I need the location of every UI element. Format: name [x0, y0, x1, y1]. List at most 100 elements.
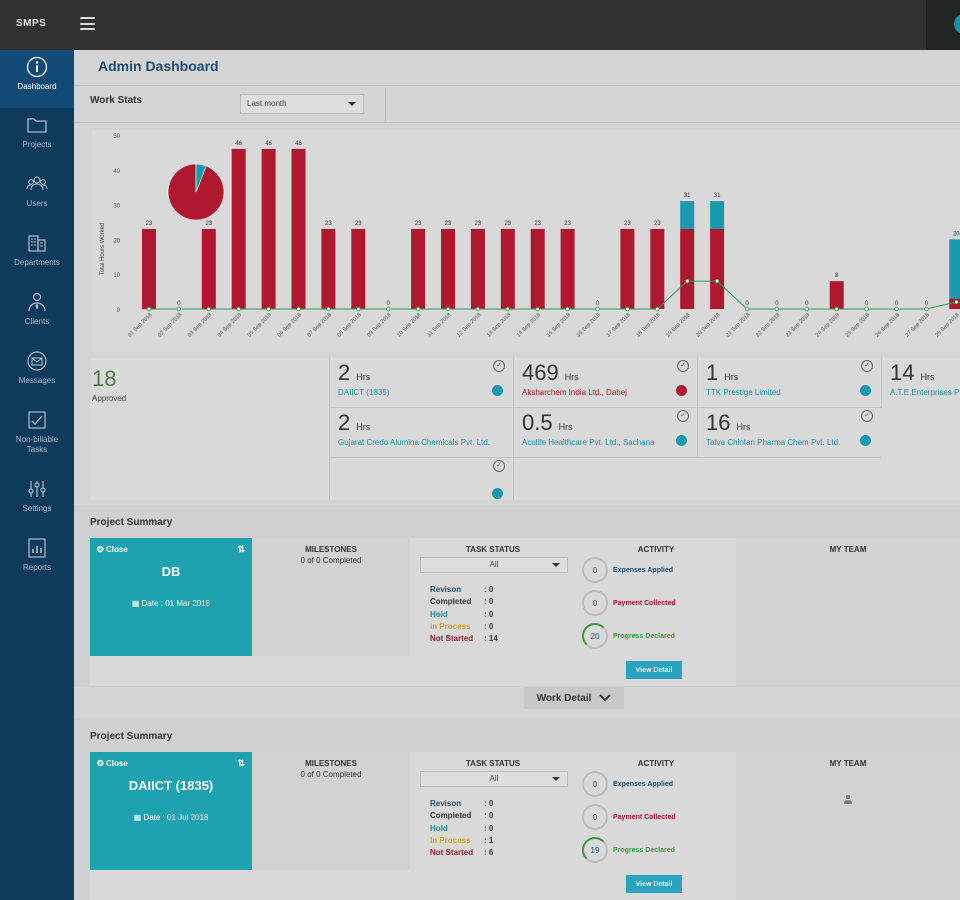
bar-hours-red: [620, 228, 635, 309]
x-tick-label: 28 Sep 2018: [934, 312, 960, 338]
y-axis-label: Total Hours Worked: [100, 223, 106, 276]
reports-icon: [28, 538, 46, 558]
avatar[interactable]: [954, 14, 960, 34]
sidebar-item-settings[interactable]: Settings: [0, 472, 74, 530]
hours-chart: 0 10 20 30 40 50 Total Hours Worked 23 01 Sep 20…: [100, 134, 960, 338]
stat-card[interactable]: 14 Hrs A.T.E.Enterprises P: [881, 358, 960, 408]
task-filter-select[interactable]: All: [420, 771, 568, 787]
period-select[interactable]: Last month: [240, 94, 364, 114]
stat-unit: Hrs: [564, 372, 579, 382]
check-icon[interactable]: ✓: [677, 360, 689, 372]
activity-item: 0 Payment Collected: [582, 804, 676, 830]
stat-unit: Hrs: [558, 422, 573, 432]
task-status-value: : 0: [484, 597, 494, 607]
task-status-value: : 0: [484, 823, 494, 833]
task-status-row: Not Started: 6: [430, 847, 493, 859]
stat-card[interactable]: 0.5 Hrs Aculife Healthcare Pvt. Ltd., Sac…: [513, 408, 697, 458]
status-dot: [492, 488, 503, 499]
work-detail-toggle[interactable]: Work Detail: [524, 687, 624, 709]
sidebar-item-dashboard[interactable]: Dashboard: [0, 50, 74, 108]
check-icon[interactable]: ✓: [493, 460, 505, 472]
pie-slice: [195, 163, 207, 193]
activity-label: Progress Declared: [613, 846, 675, 854]
work-detail-label: Work Detail: [536, 692, 592, 704]
task-status-label: Revison: [430, 799, 462, 808]
sidebar-item-users[interactable]: Users: [0, 167, 74, 225]
menu-toggle-icon[interactable]: [80, 17, 95, 30]
x-tick-label: 26 Sep 2018: [875, 312, 901, 338]
view-detail-button[interactable]: View Detail: [626, 875, 682, 893]
close-button[interactable]: ✪ Close: [97, 759, 128, 768]
bar-value-label: 0: [805, 301, 809, 307]
stat-card[interactable]: 2 Hrs DAIICT (1835) ✓: [329, 358, 513, 408]
progress-point: [565, 306, 570, 312]
info-icon: [26, 56, 48, 78]
bar-value-label: 23: [205, 221, 212, 227]
sidebar-item-reports[interactable]: Reports: [0, 531, 74, 589]
task-status-row: Not Started: 14: [430, 633, 498, 645]
y-tick-label: 40: [113, 169, 120, 175]
view-detail-button[interactable]: View Detail: [626, 661, 682, 679]
bar-value-label: 23: [355, 221, 362, 227]
progress-point: [206, 306, 211, 312]
activity-label: Progress Declared: [613, 632, 675, 640]
task-status-value: : 0: [484, 585, 494, 594]
sidebar-item-clients[interactable]: Clients: [0, 285, 74, 343]
stat-card[interactable]: 469 Hrs Aksharchem India Ltd., Dahej ✓: [513, 358, 697, 408]
bar-hours-red: [949, 298, 960, 309]
task-status-column: TASK STATUS All Revison: 0 Completed: 0 …: [410, 538, 576, 656]
team-member-icon: [844, 795, 852, 804]
check-icon[interactable]: ✓: [861, 360, 873, 372]
stat-value: 469: [522, 360, 559, 385]
sidebar-item-projects[interactable]: Projects: [0, 108, 74, 166]
sort-icon[interactable]: ⇅: [237, 544, 245, 554]
check-icon[interactable]: ✓: [493, 360, 505, 372]
task-status-label: Revison: [430, 585, 462, 594]
x-tick-label: 13 Sep 2018: [486, 312, 512, 338]
x-tick-label: 14 Sep 2018: [516, 312, 542, 338]
stat-unit: Hrs: [724, 372, 739, 382]
project-card[interactable]: ✪ Close ⇅ DAIICT (1835) ▦ Date : 01 Jul …: [90, 752, 252, 870]
sidebar-item-non-billable-tasks[interactable]: Non-billable Tasks: [0, 403, 74, 471]
calendar-icon: ▦: [131, 599, 142, 608]
stat-card[interactable]: 1 Hrs TTK Prestige Limited ✓: [697, 358, 881, 408]
check-icon[interactable]: ✓: [861, 410, 873, 422]
task-filter-select[interactable]: All: [420, 557, 568, 573]
sidebar-item-departments[interactable]: Departments: [0, 226, 74, 284]
stat-card[interactable]: 16 Hrs Tatva Chintan Pharma Chem Pvt. Ltd…: [697, 408, 881, 458]
progress-point: [924, 306, 929, 312]
activity-count: 0: [582, 771, 608, 797]
task-status-row: Completed: 0: [430, 596, 498, 608]
sidebar-item-label: Clients: [24, 317, 50, 326]
stat-client: TTK Prestige Limited: [706, 388, 781, 397]
x-tick-label: 19 Sep 2018: [665, 312, 691, 338]
project-card[interactable]: ✪ Close ⇅ DB ▦ Date : 01 Mar 2018: [90, 538, 252, 656]
bar-value-label: 23: [534, 221, 541, 227]
x-tick-label: 05 Sep 2018: [247, 312, 273, 338]
project-summary-title: Project Summary: [90, 731, 173, 742]
bar-value-label: 23: [475, 221, 482, 227]
stat-card[interactable]: 2 Hrs Gujarat Credo Alumina Chemicals Pvt…: [329, 408, 513, 499]
milestones-column: MILESTONES 0 of 0 Completed: [252, 538, 410, 656]
y-tick-label: 20: [113, 238, 120, 244]
progress-point: [415, 306, 421, 312]
sidebar-item-messages[interactable]: Messages: [0, 344, 74, 402]
activity-column: ACTIVITY 0 Expenses Applied 0 Payment Coll…: [576, 752, 736, 900]
check-icon[interactable]: ✓: [677, 410, 689, 422]
x-tick-label: 15 Sep 2018: [546, 312, 572, 338]
sort-icon[interactable]: ⇅: [237, 758, 245, 768]
bar-value-label: 0: [177, 301, 181, 307]
progress-point: [386, 306, 391, 312]
milestones-heading: MILESTONES: [305, 545, 357, 554]
status-dot: [860, 435, 871, 446]
x-tick-label: 01 Sep 2018: [127, 312, 153, 338]
milestones-heading: MILESTONES: [305, 759, 357, 768]
task-status-label: Hold: [430, 823, 448, 833]
activity-item: 19 Progress Declared: [582, 837, 675, 863]
bar-hours-red: [291, 148, 306, 309]
task-status-label: Not Started: [430, 848, 474, 858]
close-button[interactable]: ✪ Close: [97, 545, 128, 554]
bar-hours-red: [261, 148, 276, 309]
activity-heading: ACTIVITY: [637, 545, 675, 554]
my-team-column: MY TEAM: [736, 538, 960, 686]
